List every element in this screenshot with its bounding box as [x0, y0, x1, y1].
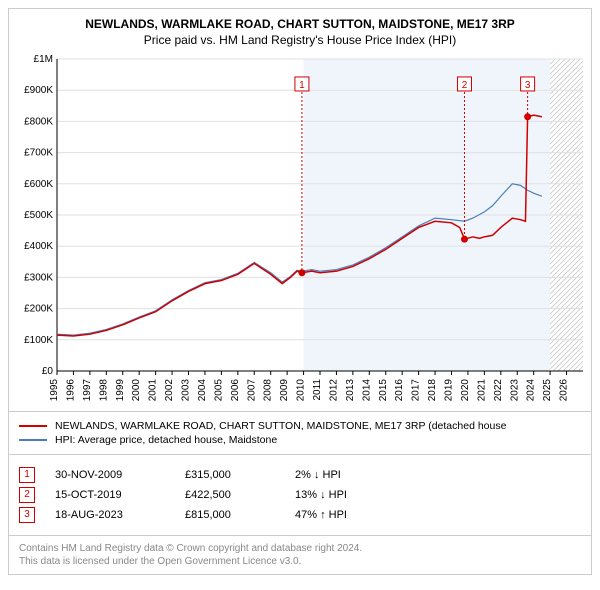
- legend-swatch-property: [19, 425, 47, 427]
- svg-text:2011: 2011: [312, 379, 323, 401]
- svg-text:3: 3: [525, 80, 531, 91]
- svg-text:2020: 2020: [460, 379, 471, 402]
- svg-text:£0: £0: [42, 366, 54, 377]
- sale-date-1: 30-NOV-2009: [55, 469, 185, 481]
- svg-text:2005: 2005: [213, 379, 224, 402]
- svg-text:1998: 1998: [98, 379, 109, 402]
- svg-text:1999: 1999: [115, 379, 126, 402]
- svg-text:2003: 2003: [181, 379, 192, 402]
- svg-text:2012: 2012: [328, 379, 339, 402]
- sales-table: 1 30-NOV-2009 £315,000 2% ↓ HPI 2 15-OCT…: [9, 454, 591, 535]
- sale-row-2: 2 15-OCT-2019 £422,500 13% ↓ HPI: [19, 487, 581, 503]
- sale-badge-2: 2: [19, 487, 35, 503]
- svg-text:1995: 1995: [49, 379, 60, 402]
- svg-text:2013: 2013: [345, 379, 356, 402]
- svg-text:£700K: £700K: [24, 148, 53, 159]
- svg-text:£400K: £400K: [24, 241, 53, 252]
- svg-text:2019: 2019: [444, 379, 455, 402]
- chart-svg: £0 £100K £200K £300K £400K £500K £600K £700K £80…: [9, 51, 593, 411]
- sale-price-2: £422,500: [185, 489, 295, 501]
- legend-label-hpi: HPI: Average price, detached house, Maid…: [55, 434, 277, 446]
- svg-text:1: 1: [299, 80, 305, 91]
- legend-item-property: NEWLANDS, WARMLAKE ROAD, CHART SUTTON, M…: [19, 420, 581, 432]
- sale-badge-3: 3: [19, 507, 35, 523]
- svg-text:2006: 2006: [230, 379, 241, 402]
- svg-text:2024: 2024: [526, 379, 537, 402]
- svg-text:£1M: £1M: [34, 54, 53, 65]
- sale-diff-3: 47% ↑ HPI: [295, 509, 405, 521]
- svg-text:2026: 2026: [559, 379, 570, 402]
- sale-date-3: 18-AUG-2023: [55, 509, 185, 521]
- svg-text:2002: 2002: [164, 379, 175, 402]
- svg-text:2016: 2016: [394, 379, 405, 402]
- svg-text:£300K: £300K: [24, 272, 53, 283]
- svg-text:2000: 2000: [131, 379, 142, 402]
- sale-diff-2: 13% ↓ HPI: [295, 489, 405, 501]
- footnote-line2: This data is licensed under the Open Gov…: [19, 555, 581, 568]
- svg-text:2017: 2017: [411, 379, 422, 402]
- svg-text:2001: 2001: [148, 379, 159, 402]
- sale-diff-1: 2% ↓ HPI: [295, 469, 405, 481]
- legend-label-property: NEWLANDS, WARMLAKE ROAD, CHART SUTTON, M…: [55, 420, 506, 432]
- svg-text:2007: 2007: [246, 379, 257, 402]
- sale-price-1: £315,000: [185, 469, 295, 481]
- svg-text:£600K: £600K: [24, 179, 53, 190]
- svg-text:£200K: £200K: [24, 304, 53, 315]
- svg-text:£100K: £100K: [24, 335, 53, 346]
- svg-text:2009: 2009: [279, 379, 290, 402]
- svg-text:2022: 2022: [493, 379, 504, 402]
- footnote-line1: Contains HM Land Registry data © Crown c…: [19, 542, 581, 555]
- legend-swatch-hpi: [19, 439, 47, 441]
- svg-text:2008: 2008: [263, 379, 274, 402]
- chart-subtitle: Price paid vs. HM Land Registry's House …: [13, 33, 587, 47]
- chart-container: NEWLANDS, WARMLAKE ROAD, CHART SUTTON, M…: [8, 8, 592, 575]
- svg-text:2010: 2010: [296, 379, 307, 402]
- sale-row-3: 3 18-AUG-2023 £815,000 47% ↑ HPI: [19, 507, 581, 523]
- svg-text:£900K: £900K: [24, 85, 53, 96]
- chart-title: NEWLANDS, WARMLAKE ROAD, CHART SUTTON, M…: [13, 17, 587, 31]
- svg-text:2025: 2025: [542, 379, 553, 402]
- plot-area: £0 £100K £200K £300K £400K £500K £600K £700K £80…: [9, 51, 591, 411]
- svg-text:2004: 2004: [197, 379, 208, 402]
- svg-text:£800K: £800K: [24, 116, 53, 127]
- svg-text:2023: 2023: [509, 379, 520, 402]
- legend-item-hpi: HPI: Average price, detached house, Maid…: [19, 434, 581, 446]
- svg-text:£500K: £500K: [24, 210, 53, 221]
- title-block: NEWLANDS, WARMLAKE ROAD, CHART SUTTON, M…: [9, 9, 591, 51]
- svg-text:2: 2: [462, 80, 468, 91]
- svg-text:1996: 1996: [65, 379, 76, 402]
- sale-date-2: 15-OCT-2019: [55, 489, 185, 501]
- legend: NEWLANDS, WARMLAKE ROAD, CHART SUTTON, M…: [9, 411, 591, 454]
- svg-text:2015: 2015: [378, 379, 389, 402]
- footnote: Contains HM Land Registry data © Crown c…: [9, 535, 591, 574]
- svg-text:2021: 2021: [476, 379, 487, 402]
- svg-text:1997: 1997: [82, 379, 93, 402]
- sale-badge-1: 1: [19, 467, 35, 483]
- sale-price-3: £815,000: [185, 509, 295, 521]
- svg-text:2018: 2018: [427, 379, 438, 402]
- sale-row-1: 1 30-NOV-2009 £315,000 2% ↓ HPI: [19, 467, 581, 483]
- svg-text:2014: 2014: [361, 379, 372, 402]
